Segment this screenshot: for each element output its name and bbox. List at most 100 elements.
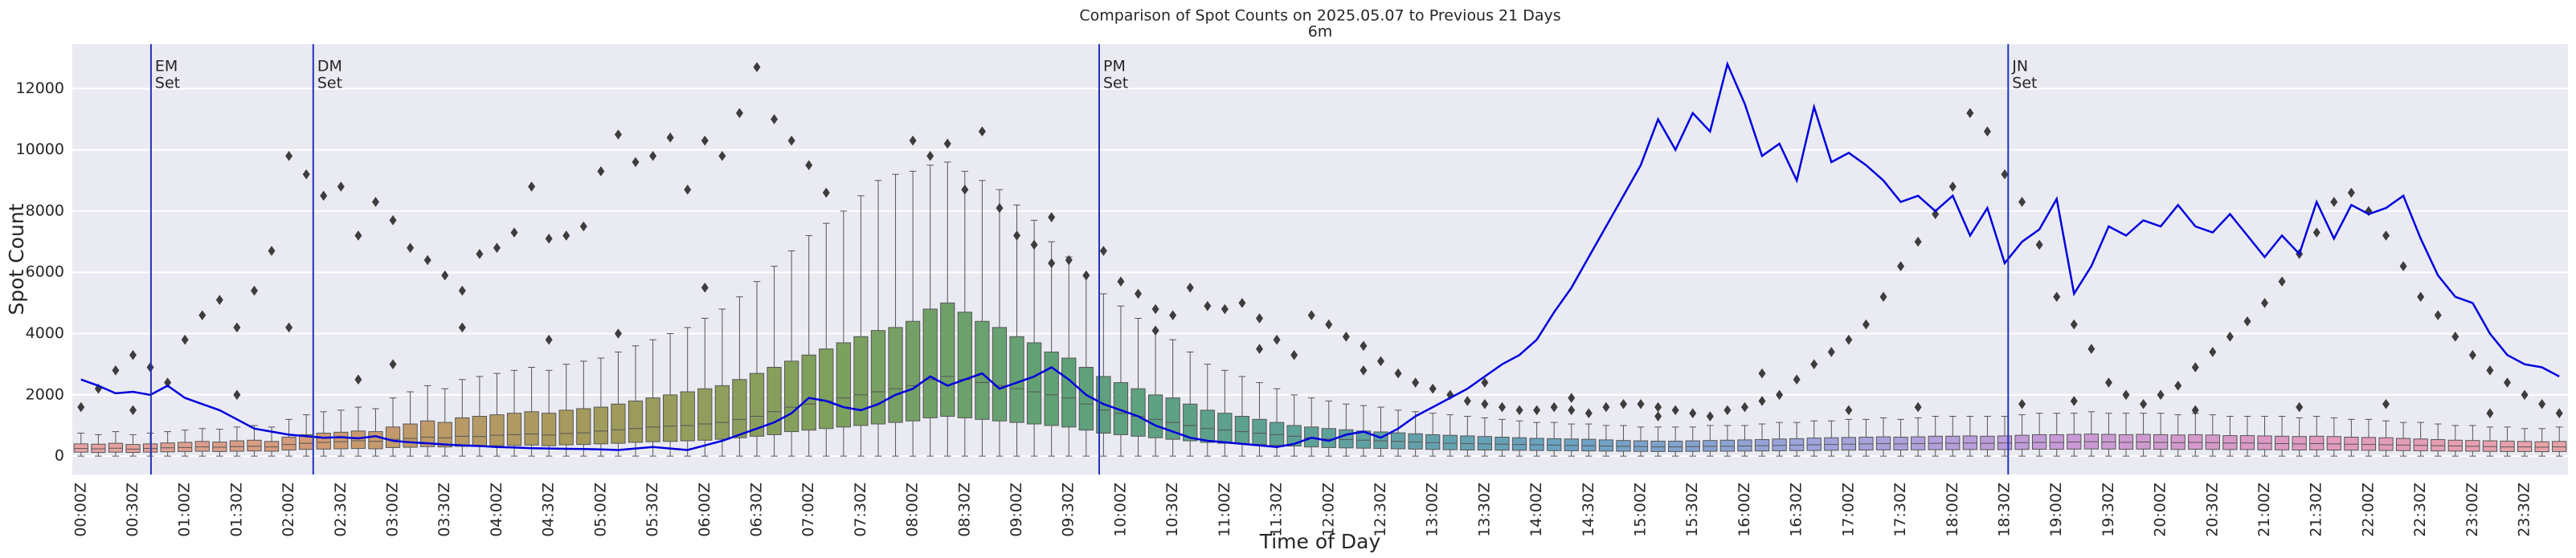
box (229, 322, 245, 457)
box (437, 270, 452, 457)
box-body (2395, 438, 2411, 451)
box-body (1061, 357, 1077, 428)
outlier (1723, 405, 1732, 416)
outlier (2104, 377, 2112, 388)
outlier (2053, 291, 2061, 303)
box (524, 181, 539, 457)
outlier (2070, 319, 2078, 330)
outlier (112, 365, 120, 376)
outlier (1186, 282, 1194, 293)
outlier (1862, 319, 1870, 330)
outlier (926, 150, 934, 161)
box (2292, 249, 2307, 457)
outlier (1360, 365, 1368, 376)
box (2447, 332, 2463, 457)
annotation-label: DM (317, 58, 342, 75)
box (2014, 197, 2030, 457)
outlier (1204, 300, 1212, 312)
outlier (2296, 401, 2304, 413)
box (2500, 377, 2515, 457)
x-tick-label: 00:00Z (72, 483, 89, 537)
box (1980, 126, 1995, 457)
box (940, 138, 955, 457)
box-body (1685, 440, 1700, 452)
box (125, 349, 141, 457)
outlier (1845, 334, 1853, 345)
box (749, 62, 765, 457)
box (1390, 368, 1406, 457)
box (1061, 255, 1077, 457)
box (1858, 319, 1874, 457)
outlier (996, 202, 1004, 214)
box-body (108, 442, 124, 453)
box-body (403, 423, 418, 448)
box-body (437, 422, 452, 448)
outlier (909, 135, 917, 146)
outlier (1412, 377, 1420, 388)
box (542, 233, 557, 457)
box-body (1269, 422, 1285, 446)
outlier (1671, 405, 1679, 416)
box-body (1719, 439, 1736, 452)
box (611, 129, 626, 457)
outlier (1637, 398, 1645, 409)
x-tick-label: 05:00Z (591, 483, 609, 537)
outlier (1256, 344, 1264, 354)
x-tick-label: 03:30Z (435, 483, 453, 537)
box (2517, 389, 2533, 457)
outlier (389, 359, 397, 369)
box-body (663, 394, 678, 442)
outlier (2191, 405, 2199, 416)
box (1442, 389, 1458, 457)
box (264, 246, 280, 457)
outlier (337, 181, 345, 192)
box-body (1408, 433, 1423, 450)
outlier (1515, 405, 1523, 416)
outlier (2157, 389, 2165, 401)
annotation-label: Set (2012, 75, 2037, 92)
box (420, 255, 435, 457)
outlier (2486, 408, 2494, 419)
box-body (1789, 438, 1805, 451)
x-tick-label: 18:30Z (1995, 483, 2013, 537)
chart-subtitle: 6m (1308, 23, 1333, 41)
x-tick-label: 08:00Z (904, 483, 922, 537)
box (1200, 300, 1215, 457)
outlier (1914, 236, 1922, 247)
box-body (628, 400, 644, 443)
x-tick-label: 17:30Z (1891, 483, 1909, 537)
outlier (2555, 408, 2563, 419)
outlier (2382, 398, 2390, 409)
outlier (2087, 344, 2096, 354)
x-tick-label: 11:30Z (1268, 483, 1286, 537)
outlier (1983, 126, 1991, 137)
x-tick-label: 21:30Z (2308, 483, 2325, 537)
box-body (1286, 425, 1302, 447)
box-body (2465, 440, 2480, 452)
outlier (961, 184, 969, 195)
outlier (1689, 408, 1697, 419)
box-body (1564, 438, 1579, 451)
box-body (1806, 438, 1822, 451)
box-body (2431, 439, 2446, 452)
box-body (1009, 336, 1024, 423)
box-body (870, 330, 886, 425)
x-axis-label: Time of Day (1259, 530, 1381, 553)
x-tick-label: 12:30Z (1372, 483, 1389, 537)
box (1355, 340, 1372, 457)
x-tick-label: 19:00Z (2047, 483, 2065, 537)
outlier (649, 150, 657, 161)
box-body (853, 336, 869, 426)
spot-count-line (80, 60, 2560, 451)
box-body (506, 413, 522, 446)
box-body (975, 320, 990, 420)
x-tick-label: 15:00Z (1632, 483, 1650, 537)
box-body (558, 409, 574, 446)
box-body (680, 391, 695, 442)
box-body (905, 320, 921, 422)
box-body (2500, 440, 2515, 452)
outlier (423, 255, 431, 266)
box-body (1511, 437, 1527, 451)
